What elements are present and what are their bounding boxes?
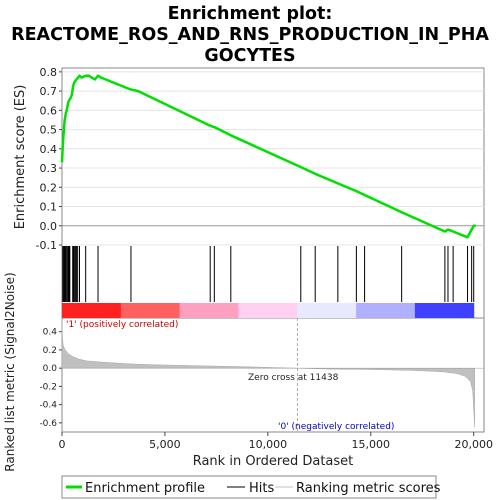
- gradient-segment: [238, 303, 298, 318]
- gradient-segment: [179, 303, 239, 318]
- es-tick-label: 0.1: [40, 201, 58, 214]
- metric-y-ticks: 0.4 0.2 0.0 -0.2 -0.4 -0.6: [39, 328, 62, 429]
- es-tick-label: 0.7: [40, 85, 58, 98]
- enrichment-profile-line: [60, 74, 476, 239]
- gradient-segment: [297, 303, 357, 318]
- legend-metric-label: Ranking metric scores: [296, 481, 441, 496]
- positive-correlation-label: '1' (positively correlated): [66, 320, 178, 330]
- es-tick-label: 0.2: [40, 181, 58, 194]
- es-tick-label: -0.1: [36, 239, 57, 252]
- ranking-metric-area: [61, 317, 475, 428]
- x-axis-ticks: 0 5,000 10,000 15,000 20,000: [59, 432, 493, 451]
- hits-layer: [62, 246, 475, 302]
- metric-tick-label: 0.0: [43, 364, 58, 374]
- es-tick-label: 0.5: [40, 124, 58, 137]
- negative-correlation-label: '0' (negatively correlated): [278, 422, 394, 432]
- x-tick-label: 15,000: [352, 438, 391, 451]
- legend-hits-label: Hits: [249, 481, 274, 496]
- gradient-segment: [62, 303, 122, 318]
- legend-box: [61, 475, 437, 499]
- es-tick-label: 0.3: [40, 162, 58, 175]
- es-panel-frame: [61, 67, 485, 246]
- x-tick-label: 20,000: [454, 438, 493, 451]
- zero-cross-label: Zero cross at 11438: [248, 373, 339, 383]
- es-tick-label: 0.8: [40, 66, 58, 79]
- es-tick-label: 0.0: [40, 220, 58, 233]
- gradient-segment: [356, 303, 416, 318]
- es-tick-label: 0.6: [40, 104, 58, 117]
- title-line-3: GOCYTES: [204, 46, 295, 66]
- metric-area-layer: [61, 317, 484, 432]
- metric-tick-label: -0.6: [39, 419, 57, 429]
- metric-tick-label: -0.2: [39, 382, 57, 392]
- es-y-axis-label: Enrichment score (ES): [13, 85, 28, 230]
- rank-gradient-bar: [62, 303, 475, 318]
- title-line-1: Enrichment plot:: [168, 4, 333, 24]
- metric-tick-label: -0.4: [39, 401, 57, 411]
- es-tick-label: 0.4: [40, 143, 58, 156]
- legend-enrichment-label: Enrichment profile: [85, 481, 205, 496]
- x-axis-label: Rank in Ordered Dataset: [193, 454, 354, 469]
- metric-tick-label: 0.2: [43, 346, 57, 356]
- es-line-layer: [60, 74, 476, 239]
- title-line-2: REACTOME_ROS_AND_RNS_PRODUCTION_IN_PHA: [11, 25, 489, 45]
- es-grid: [62, 71, 484, 246]
- metric-tick-label: 0.4: [43, 328, 58, 338]
- x-tick-label: 10,000: [249, 438, 288, 451]
- x-tick-label: 0: [59, 438, 66, 451]
- gradient-segment: [120, 303, 181, 318]
- es-y-ticks: -0.1 0.0 0.1 0.2 0.3 0.4 0.5 0.6 0.7 0.8: [36, 66, 62, 252]
- metric-y-axis-label: Ranked list metric (Signal2Noise): [3, 272, 17, 471]
- gradient-segment: [414, 303, 475, 318]
- x-tick-label: 5,000: [149, 438, 181, 451]
